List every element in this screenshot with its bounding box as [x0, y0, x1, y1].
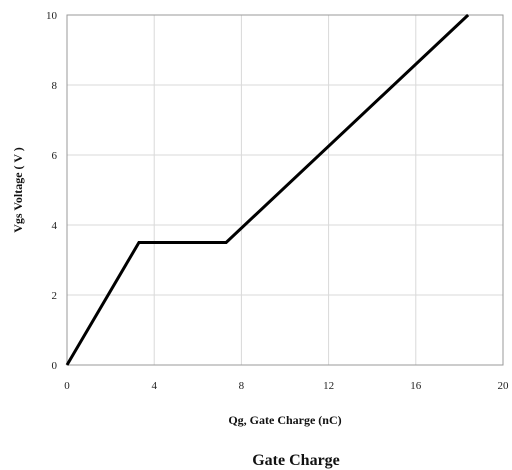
- y-tick-label-5: 10: [46, 10, 58, 22]
- y-tick-label-4: 8: [52, 80, 58, 92]
- plot-area-frame: [66, 14, 504, 366]
- x-tick-label-2: 8: [239, 380, 245, 392]
- x-tick-labels: 0 4 8 12 16 20: [64, 380, 509, 392]
- y-tick-label-3: 6: [52, 150, 58, 162]
- x-tick-label-5: 20: [498, 380, 510, 392]
- y-tick-label-1: 2: [52, 290, 58, 302]
- x-tick-label-4: 16: [410, 380, 422, 392]
- y-tick-label-0: 0: [52, 360, 58, 372]
- x-tick-label-0: 0: [64, 380, 70, 392]
- grid: [66, 14, 504, 366]
- series-group: [65, 13, 470, 366]
- series-line-0: [65, 13, 470, 366]
- y-axis-title: Vgs Voltage ( V ): [11, 147, 25, 233]
- chart-title: Gate Charge: [252, 452, 340, 469]
- x-axis-title: Qg, Gate Charge (nC): [228, 413, 341, 427]
- y-tick-label-2: 4: [52, 220, 58, 232]
- x-tick-label-1: 4: [151, 380, 157, 392]
- x-tick-label-3: 12: [323, 380, 334, 392]
- y-tick-labels: 0 2 4 6 8 10: [46, 10, 58, 372]
